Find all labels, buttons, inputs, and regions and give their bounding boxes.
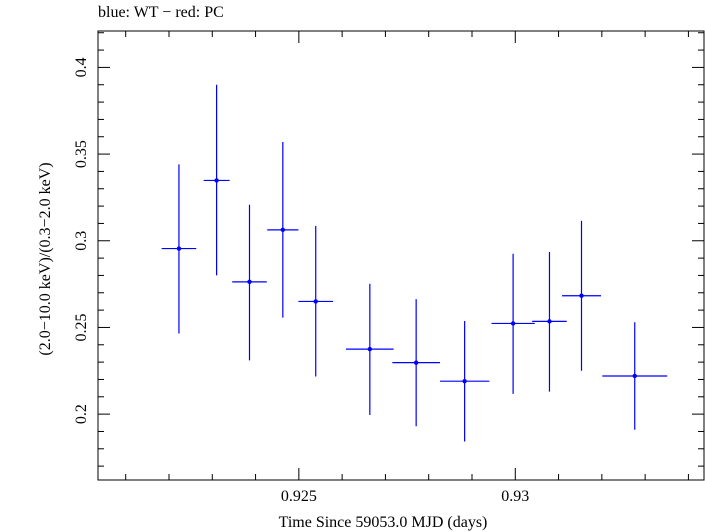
x-tick-label: 0.925 (281, 488, 317, 505)
data-point-group (392, 299, 440, 427)
x-tick-label: 0.93 (501, 488, 529, 505)
data-point (510, 321, 516, 326)
data-point-group (562, 220, 601, 371)
y-tick-label: 0.25 (73, 313, 90, 341)
data-point-group (203, 84, 230, 276)
chart-title: blue: WT − red: PC (98, 4, 224, 21)
data-point (247, 279, 252, 285)
y-tick-label: 0.3 (73, 231, 90, 251)
data-point (462, 378, 467, 384)
data-point (367, 346, 373, 352)
data-point-group (602, 322, 668, 430)
data-point (547, 319, 552, 324)
data-point (413, 360, 419, 365)
y-tick-label: 0.4 (73, 57, 90, 77)
y-tick-label: 0.2 (73, 404, 90, 424)
data-point-group (232, 204, 267, 361)
data-point (632, 373, 637, 379)
data-point (176, 246, 182, 251)
data-point-group (267, 141, 299, 318)
y-tick-label: 0.35 (73, 140, 90, 168)
data-point (280, 227, 286, 233)
y-axis-label: (2.0−10.0 keV)/(0.3−2.0 keV) (37, 162, 54, 355)
data-point-group (439, 321, 490, 442)
data-point (579, 293, 584, 298)
data-point-group (491, 253, 535, 394)
data-point (214, 178, 219, 183)
data-point-group (298, 226, 334, 377)
data-point-group (161, 164, 197, 334)
data-series (161, 84, 668, 442)
x-axis-label: Time Since 59053.0 MJD (days) (279, 514, 488, 531)
data-point-group (346, 283, 394, 415)
data-point (313, 299, 318, 304)
axis-ticks: 0.925 0.93 0.2 0.25 0.3 0.35 0.4 (73, 31, 704, 505)
data-point-group (532, 252, 567, 392)
plot-frame (97, 30, 705, 481)
